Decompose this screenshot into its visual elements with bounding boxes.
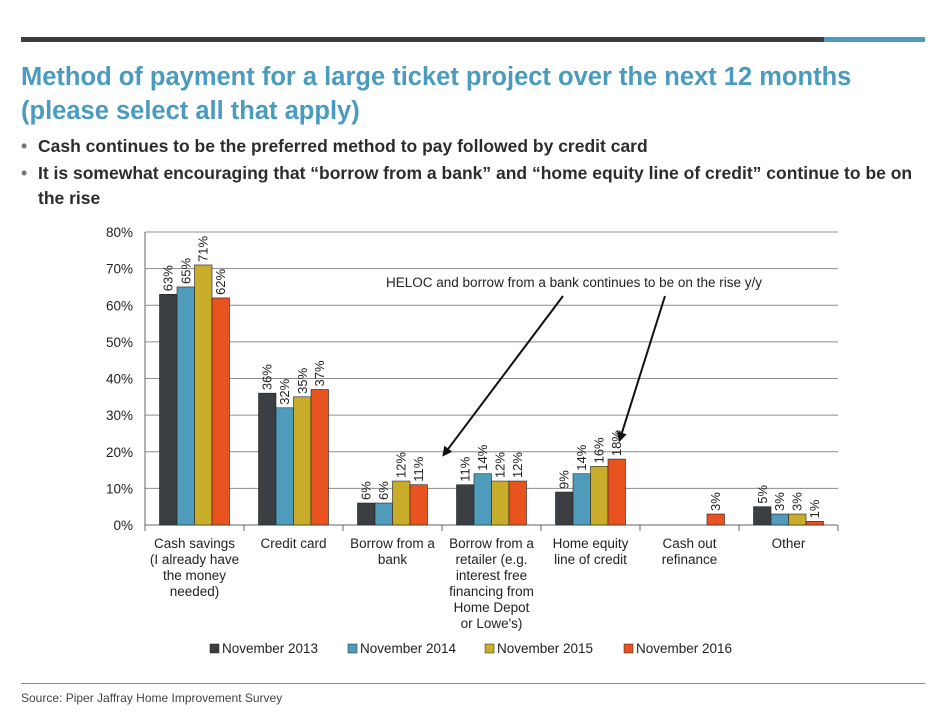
y-tick-label: 60% [106, 298, 133, 313]
top-rule-dark [21, 37, 824, 42]
data-label: 11% [411, 456, 426, 481]
data-label: 12% [394, 452, 409, 478]
category-label: needed) [170, 584, 220, 599]
y-tick-label: 0% [113, 518, 133, 533]
data-label: 3% [708, 492, 723, 511]
bar [258, 392, 277, 526]
data-label: 62% [213, 268, 228, 294]
bullet-item: It is somewhat encouraging that “borrow … [21, 161, 921, 211]
bar [310, 389, 329, 526]
category-label: retailer (e.g. [455, 552, 527, 567]
y-tick-label: 80% [106, 225, 133, 240]
legend-swatch [209, 643, 220, 654]
data-label: 6% [359, 481, 374, 500]
bullet-list: Cash continues to be the preferred metho… [21, 134, 921, 213]
data-label: 3% [790, 492, 805, 511]
y-tick-label: 20% [106, 445, 133, 460]
bar [211, 297, 230, 526]
category-label: Borrow from a [350, 536, 435, 551]
bar [473, 473, 492, 526]
bar [176, 286, 195, 526]
bar [392, 480, 411, 526]
bar [706, 513, 725, 526]
y-tick-label: 10% [106, 481, 133, 496]
data-label: 14% [475, 444, 490, 470]
legend-swatch [484, 643, 495, 654]
data-label: 12% [510, 452, 525, 478]
annotation-arrow [617, 295, 666, 443]
bar [357, 502, 376, 526]
data-label: 16% [592, 437, 607, 463]
bar [508, 480, 527, 526]
bar [293, 396, 312, 526]
category-label: bank [378, 552, 408, 567]
category-label: (I already have [150, 552, 239, 567]
legend-swatch [623, 643, 634, 654]
data-label: 9% [557, 470, 572, 489]
category-label: or Lowe's) [461, 616, 523, 631]
category-label: Cash out [662, 536, 716, 551]
legend-label: November 2016 [636, 641, 732, 656]
bar [409, 484, 428, 526]
data-label: 37% [312, 360, 327, 386]
legend-swatch [347, 643, 358, 654]
slide-title: Method of payment for a large ticket pro… [21, 63, 852, 125]
bullet-item: Cash continues to be the preferred metho… [21, 134, 921, 159]
bar [770, 513, 789, 526]
data-label: 65% [178, 257, 193, 283]
bar [555, 491, 574, 526]
data-label: 3% [772, 492, 787, 511]
bar [456, 484, 475, 526]
category-label: Home Depot [454, 600, 530, 615]
y-tick-label: 40% [106, 372, 133, 387]
annotation-text: HELOC and borrow from a bank continues t… [386, 275, 762, 290]
data-label: 12% [493, 452, 508, 478]
bar [607, 458, 626, 526]
legend-label: November 2015 [497, 641, 593, 656]
bar [491, 480, 510, 526]
category-label: Credit card [260, 536, 326, 551]
data-label: 63% [161, 265, 176, 291]
bar [194, 264, 213, 526]
legend-label: November 2013 [222, 641, 318, 656]
bar [159, 293, 178, 526]
y-tick-label: 30% [106, 408, 133, 423]
legend-label: November 2014 [360, 641, 457, 656]
data-label: 32% [277, 378, 292, 404]
top-rule-accent [824, 37, 925, 42]
category-label: Other [772, 536, 806, 551]
annotation-arrow [442, 295, 564, 457]
y-tick-label: 70% [106, 262, 133, 277]
bar [805, 521, 824, 526]
bar [788, 513, 807, 526]
data-label: 11% [458, 456, 473, 481]
footer-rule [21, 683, 925, 684]
data-label: 5% [755, 484, 770, 503]
category-label: Cash savings [154, 536, 235, 551]
data-label: 14% [574, 444, 589, 470]
category-label: financing from [449, 584, 534, 599]
category-label: Home equity [553, 536, 629, 551]
category-label: interest free [456, 568, 527, 583]
bar [590, 466, 609, 526]
data-label: 71% [196, 236, 211, 262]
category-label: refinance [662, 552, 718, 567]
category-label: line of credit [554, 552, 627, 567]
category-label: the money [163, 568, 226, 583]
category-label: Borrow from a [449, 536, 534, 551]
data-label: 35% [295, 367, 310, 393]
data-label: 36% [260, 364, 275, 390]
y-tick-label: 50% [106, 335, 133, 350]
bar [374, 502, 393, 526]
data-label: 1% [807, 499, 822, 518]
bar [753, 506, 772, 526]
bar [275, 407, 294, 526]
source-note: Source: Piper Jaffray Home Improvement S… [21, 691, 283, 705]
bar [572, 473, 591, 526]
data-label: 6% [376, 481, 391, 500]
